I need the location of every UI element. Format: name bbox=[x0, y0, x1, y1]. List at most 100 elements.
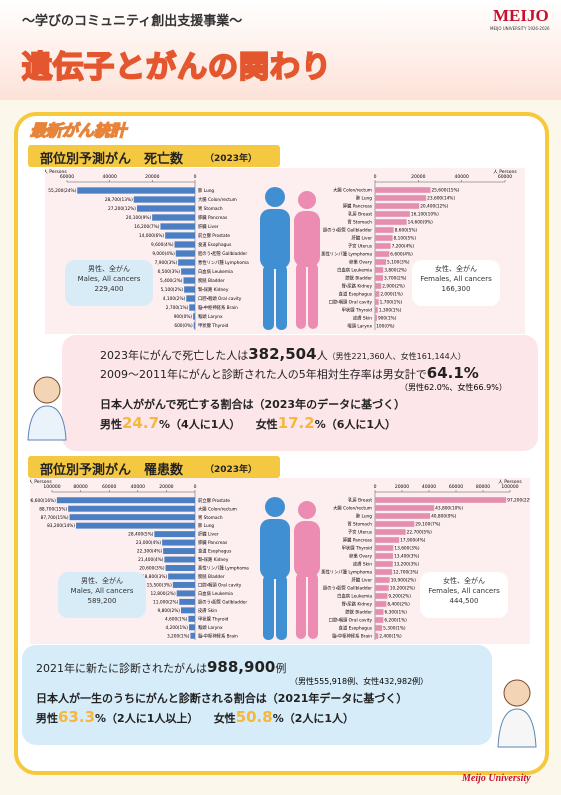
doctor-icon bbox=[497, 679, 537, 748]
category-label: 膵臓 Pancreas bbox=[343, 203, 373, 210]
bar bbox=[375, 505, 435, 511]
x-tick-label: 40000 bbox=[455, 174, 469, 180]
category-label: 悪性リンパ腫 Lymphoma bbox=[321, 251, 372, 258]
value-label: 6,300(1%) bbox=[385, 610, 408, 616]
bar bbox=[190, 632, 195, 639]
heading-year: （2023年） bbox=[205, 154, 258, 164]
x-tick-label: 80000 bbox=[476, 484, 490, 490]
x-tick-label: 20000 bbox=[411, 174, 425, 180]
value-label: 2,900(2%) bbox=[382, 284, 405, 290]
summary-box bbox=[22, 645, 492, 745]
text: 男性 bbox=[36, 712, 58, 725]
inset-total: 166,300 bbox=[441, 285, 471, 293]
category-label: 胃 Stomach bbox=[198, 206, 223, 212]
bar bbox=[375, 537, 400, 543]
category-label: 大腸 Colon/rectum bbox=[333, 505, 372, 512]
category-label: 悪性リンパ腫 Lymphoma bbox=[198, 259, 249, 266]
summary-text: 2023年にがんで死亡した人は382,504人（男性221,360人、女性161… bbox=[100, 345, 466, 363]
bar bbox=[375, 299, 379, 305]
bar bbox=[164, 556, 195, 563]
value-label: 15,500(3%) bbox=[147, 583, 173, 589]
bar bbox=[188, 624, 195, 631]
bar bbox=[375, 227, 394, 233]
category-label: 悪性リンパ腫 Lymphoma bbox=[321, 569, 372, 576]
value-label: 21,400(4%) bbox=[138, 557, 164, 563]
bar bbox=[168, 573, 195, 580]
category-label: 甲状腺 Thyroid bbox=[342, 307, 373, 314]
category-label: 膵臓 Pancreas bbox=[198, 539, 228, 546]
category-label: 甲状腺 Thyroid bbox=[342, 545, 373, 552]
category-label: 前立腺 Prostate bbox=[198, 232, 230, 239]
text: 男性 bbox=[100, 418, 122, 431]
value-label: 100(0%) bbox=[376, 324, 395, 330]
bar bbox=[193, 313, 195, 320]
bar bbox=[176, 590, 195, 597]
highlight: 64.1% bbox=[426, 364, 479, 382]
inset-label: 男性、全がん bbox=[81, 577, 123, 585]
category-label: 食道 Esophagus bbox=[339, 291, 373, 298]
value-label: 6,500(3%) bbox=[158, 269, 181, 275]
axis-label: 人 Persons bbox=[493, 169, 517, 175]
value-label: 9,200(2%) bbox=[388, 594, 411, 600]
bar bbox=[181, 268, 195, 275]
value-label: 3,700(2%) bbox=[384, 276, 407, 282]
value-label: 29,100(7%) bbox=[415, 522, 441, 528]
x-tick-label: 20000 bbox=[159, 484, 173, 490]
category-label: 腎・尿路 Kidney bbox=[198, 556, 229, 563]
inset-label: Males, All cancers bbox=[70, 587, 134, 595]
category-label: 悪性リンパ腫 Lymphoma bbox=[198, 565, 249, 572]
value-label: 3,200(1%) bbox=[167, 633, 190, 639]
x-tick-label: 60000 bbox=[60, 174, 74, 180]
value-label: 12,800(2%) bbox=[150, 591, 176, 597]
value-label: 11,000(2%) bbox=[153, 599, 179, 605]
text: 2021年に新たに診断されたがんは bbox=[36, 662, 207, 675]
summary-text: 日本人が一生のうちにがんと診断される割合は（2021年データに基づく） bbox=[36, 692, 408, 705]
text: % bbox=[314, 418, 326, 431]
inset-label: 女性、全がん bbox=[435, 265, 477, 273]
value-label: 6,200(1%) bbox=[384, 618, 407, 624]
category-label: 皮膚 Skin bbox=[353, 561, 372, 568]
value-label: 28,400(5%) bbox=[128, 532, 154, 538]
value-label: 87,700(15%) bbox=[41, 515, 69, 521]
bar bbox=[375, 577, 390, 583]
category-label: 肝臓 Liver bbox=[351, 577, 372, 584]
footer: Meijo University bbox=[462, 773, 531, 784]
logo: MEIJO bbox=[493, 6, 549, 25]
value-label: 16,200(7%) bbox=[134, 224, 160, 230]
value-label: 17,900(4%) bbox=[400, 538, 426, 544]
summary-text: 2021年に新たに診断されたがんは988,900例 bbox=[36, 658, 286, 676]
summary-box bbox=[62, 335, 538, 451]
bar bbox=[160, 223, 195, 230]
category-label: 肺 Lung bbox=[356, 514, 372, 520]
value-label: 43,800(10%) bbox=[435, 506, 463, 512]
value-label: 20,100(9%) bbox=[126, 215, 152, 221]
value-label: 1,700(1%) bbox=[380, 300, 403, 306]
x-tick-label: 80000 bbox=[73, 484, 87, 490]
value-label: 2,400(1%) bbox=[379, 634, 402, 640]
category-label: 子宮 Uterus bbox=[348, 243, 373, 250]
category-label: 白血病 Leukemia bbox=[337, 593, 372, 600]
value-label: 14,600(9%) bbox=[408, 220, 434, 226]
bar bbox=[180, 607, 195, 614]
value-label: 18,800(3%) bbox=[142, 574, 168, 580]
value-label: 5,100(3%) bbox=[387, 260, 410, 266]
category-label: 卵巣 Ovary bbox=[349, 259, 372, 266]
summary-text: 男性24.7%（4人に1人） 女性17.2%（6人に1人） bbox=[100, 414, 396, 432]
bar bbox=[183, 277, 195, 284]
bar bbox=[56, 497, 195, 504]
axis-label: 人 Persons bbox=[498, 479, 522, 485]
bar bbox=[375, 275, 384, 281]
bar bbox=[375, 545, 394, 551]
value-label: 13,200(3%) bbox=[394, 562, 420, 568]
category-label: 大腸 Colon/rectum bbox=[198, 505, 237, 512]
bar bbox=[375, 521, 415, 527]
x-tick-label: 0 bbox=[194, 174, 197, 180]
category-label: 腎・尿路 Kidney bbox=[198, 286, 229, 293]
bar bbox=[175, 250, 195, 257]
x-tick-label: 40000 bbox=[422, 484, 436, 490]
category-label: 口腔・咽頭 Oral cavity bbox=[329, 299, 373, 306]
summary-text: 男性63.3%（2人に1人以上） 女性50.8%（2人に1人） bbox=[36, 708, 354, 726]
x-tick-label: 0 bbox=[374, 174, 377, 180]
inset-label: 男性、全がん bbox=[88, 265, 130, 273]
